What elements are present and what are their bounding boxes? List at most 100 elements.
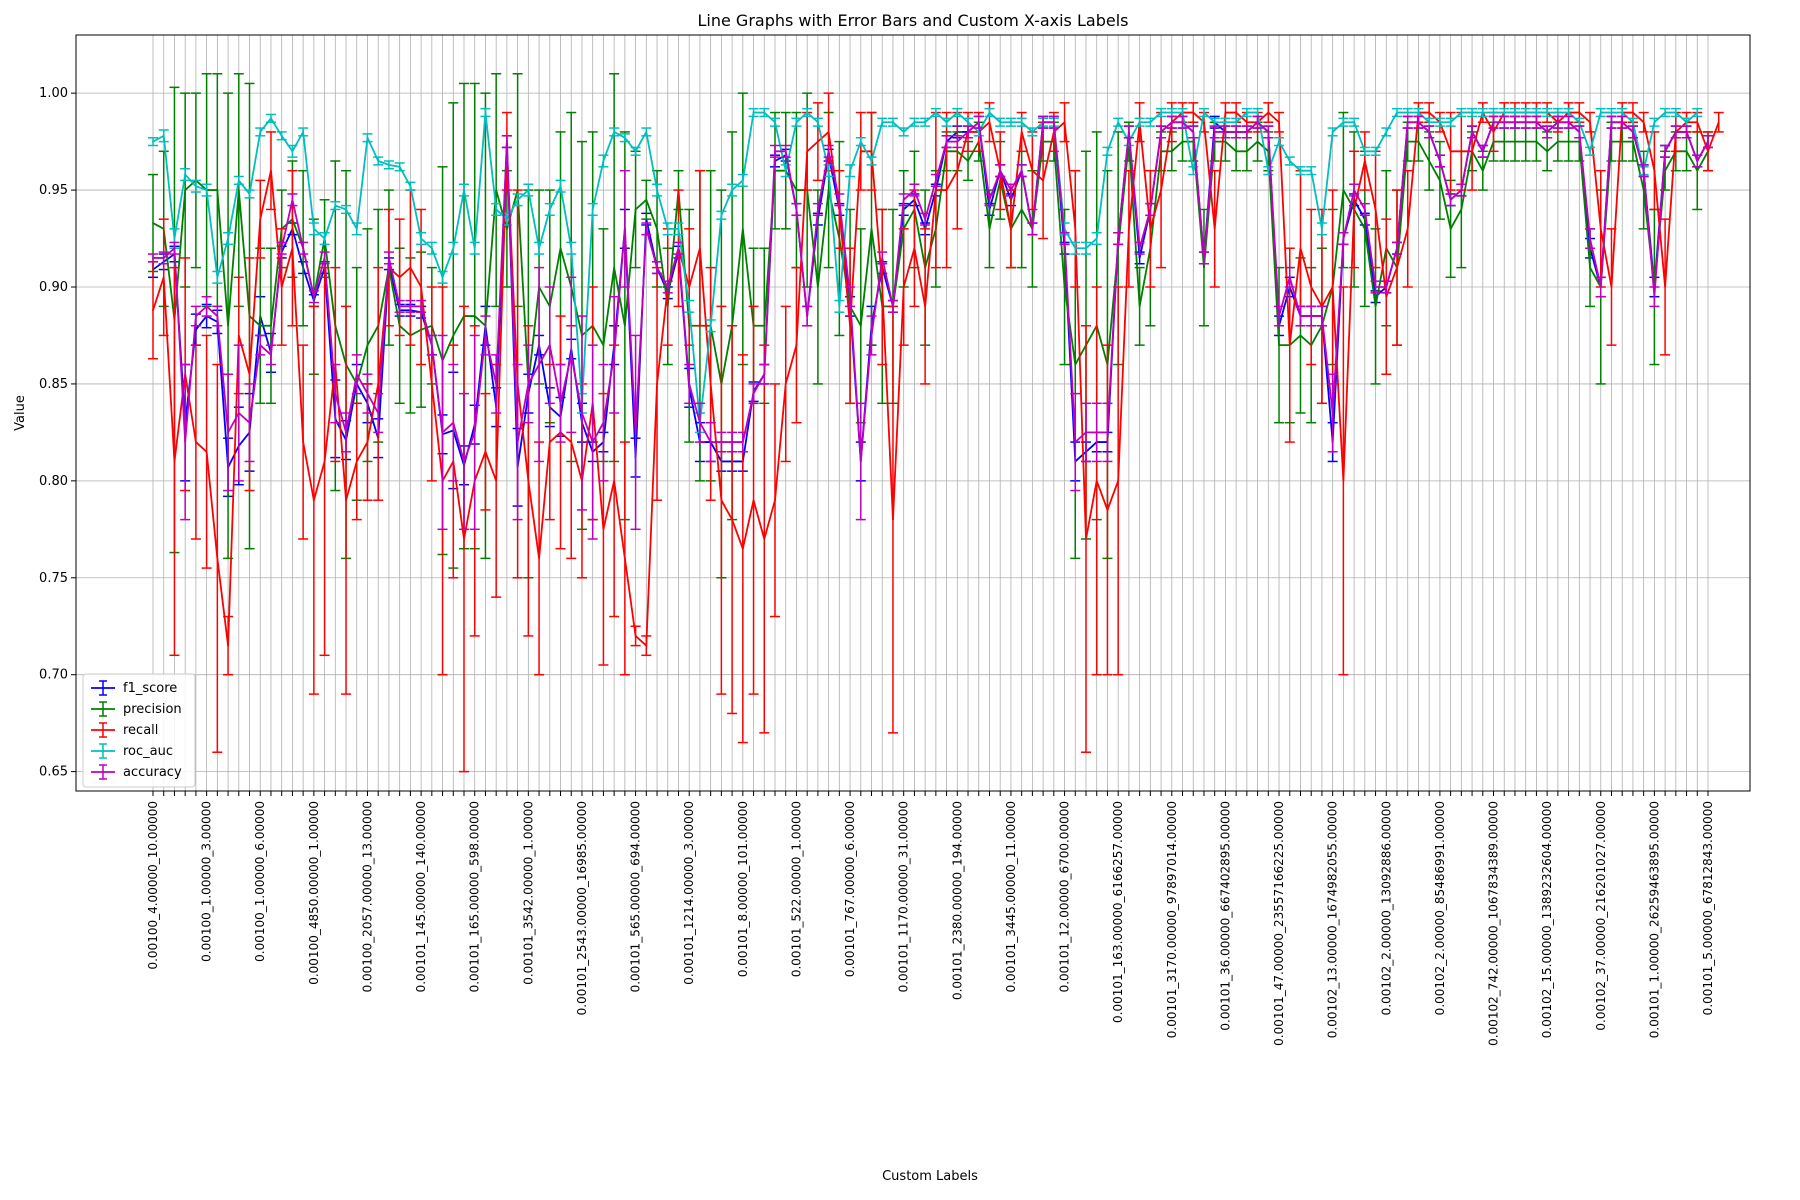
data-point xyxy=(1149,121,1152,124)
data-point xyxy=(1567,111,1570,114)
data-point xyxy=(1020,169,1023,172)
data-point xyxy=(827,150,830,153)
data-point xyxy=(1664,286,1667,288)
data-point xyxy=(1149,227,1152,230)
data-point xyxy=(1203,257,1205,259)
data-point xyxy=(1020,121,1023,124)
y-tick-label: 0.80 xyxy=(39,474,68,489)
data-point xyxy=(1492,121,1495,124)
data-point xyxy=(827,169,830,172)
x-tick-label: 0.00101_1170.00000_31.00000 xyxy=(897,801,911,992)
x-tick-label: 0.00100_4850.00000_1.00000 xyxy=(307,801,321,985)
data-point xyxy=(173,237,176,240)
data-point xyxy=(1170,121,1173,124)
data-point xyxy=(1342,121,1345,124)
data-point xyxy=(666,286,669,288)
data-point xyxy=(999,121,1002,124)
data-point xyxy=(1524,121,1527,124)
data-point xyxy=(302,247,305,250)
data-point xyxy=(463,460,465,463)
data-point xyxy=(602,160,605,162)
data-point xyxy=(1074,441,1077,443)
x-tick-label: 0.00101_145.00000_140.00000 xyxy=(414,801,428,992)
series-accuracy xyxy=(148,115,1713,540)
data-point xyxy=(924,121,927,124)
data-point xyxy=(1481,150,1484,153)
data-point xyxy=(548,344,551,347)
data-point xyxy=(892,121,894,124)
data-point xyxy=(913,247,916,250)
data-point xyxy=(1653,295,1656,298)
data-point xyxy=(774,121,776,124)
data-point xyxy=(1020,131,1023,133)
x-tick-label: 0.00100_2057.00000_13.00000 xyxy=(360,801,374,992)
data-point xyxy=(1106,431,1109,434)
data-point xyxy=(1245,131,1248,133)
data-point xyxy=(495,479,498,482)
data-point xyxy=(988,198,991,201)
data-point xyxy=(1524,140,1527,143)
data-point xyxy=(302,131,305,133)
data-point xyxy=(323,460,326,463)
data-point xyxy=(688,286,691,288)
data-point xyxy=(355,460,358,463)
data-point xyxy=(1514,140,1516,143)
data-point xyxy=(1256,111,1259,114)
data-point xyxy=(473,431,476,434)
data-point xyxy=(1181,111,1184,114)
data-point xyxy=(1363,160,1366,162)
data-point xyxy=(1106,509,1109,511)
legend-item: roc_auc xyxy=(91,743,173,759)
data-point xyxy=(656,383,658,385)
x-tick-label: 0.00101_2380.00000_194.00000 xyxy=(950,801,964,1000)
data-point xyxy=(1503,121,1506,124)
data-point xyxy=(1460,150,1463,153)
data-point xyxy=(849,169,851,172)
data-point xyxy=(237,179,240,182)
data-point xyxy=(1181,140,1184,143)
data-point xyxy=(270,117,272,120)
data-point xyxy=(227,644,229,647)
data-point xyxy=(1353,208,1356,211)
data-point xyxy=(634,208,637,211)
data-point xyxy=(709,383,712,385)
data-point xyxy=(1278,140,1280,143)
legend-box xyxy=(82,673,196,788)
data-point xyxy=(881,257,884,259)
data-point xyxy=(270,353,272,356)
data-point xyxy=(259,218,262,221)
data-point xyxy=(591,441,594,443)
data-point xyxy=(1235,131,1238,133)
data-point xyxy=(1342,479,1345,482)
data-point xyxy=(205,305,208,308)
data-point xyxy=(806,111,809,114)
data-point xyxy=(806,150,809,153)
data-point xyxy=(570,441,573,443)
data-point xyxy=(495,189,498,191)
data-point xyxy=(1095,237,1098,240)
data-point xyxy=(1010,227,1012,230)
data-point xyxy=(613,353,616,356)
data-point xyxy=(1567,140,1570,143)
data-point xyxy=(1642,121,1645,124)
data-point xyxy=(1149,208,1152,211)
data-point xyxy=(1664,111,1667,114)
data-point xyxy=(270,324,272,327)
data-point xyxy=(902,198,905,201)
data-point xyxy=(1353,121,1356,124)
data-point xyxy=(1321,315,1323,317)
x-tick-label: 0.00101_1.00000_26259463895.00000 xyxy=(1647,801,1661,1038)
y-tick-label: 0.70 xyxy=(39,668,68,683)
data-point xyxy=(1170,150,1173,153)
data-point xyxy=(892,305,894,308)
data-point xyxy=(1288,160,1291,162)
x-tick-label: 0.00102_13.00000_1674982055.00000 xyxy=(1326,801,1340,1038)
data-point xyxy=(1213,121,1216,124)
data-point xyxy=(377,412,380,414)
data-point xyxy=(1696,121,1699,124)
data-point xyxy=(505,227,508,230)
data-point xyxy=(1460,208,1463,211)
data-point xyxy=(1310,169,1313,172)
data-point xyxy=(162,257,165,259)
data-point xyxy=(945,140,948,143)
